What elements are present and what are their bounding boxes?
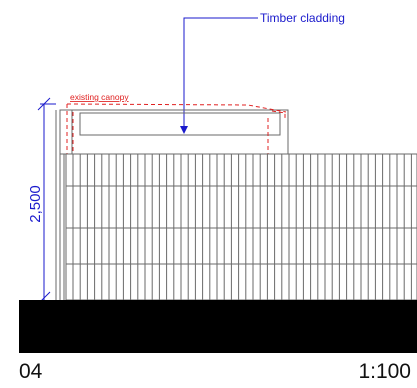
cladding-outline — [65, 153, 417, 301]
existing-canopy-outline — [66, 103, 287, 154]
canopy-structure — [59, 109, 289, 155]
view-number: 04 — [19, 360, 43, 383]
existing-canopy-label: existing canopy — [70, 92, 129, 102]
height-dimension-label: 2,500 — [27, 185, 44, 223]
cladding-panel — [65, 153, 417, 301]
wall-edge — [55, 110, 65, 300]
ground-slab — [19, 300, 417, 353]
timber-cladding-leader — [180, 17, 258, 134]
drawing-scale: 1:100 — [358, 360, 411, 383]
timber-cladding-label: Timber cladding — [260, 11, 345, 25]
height-dimension — [37, 97, 56, 305]
